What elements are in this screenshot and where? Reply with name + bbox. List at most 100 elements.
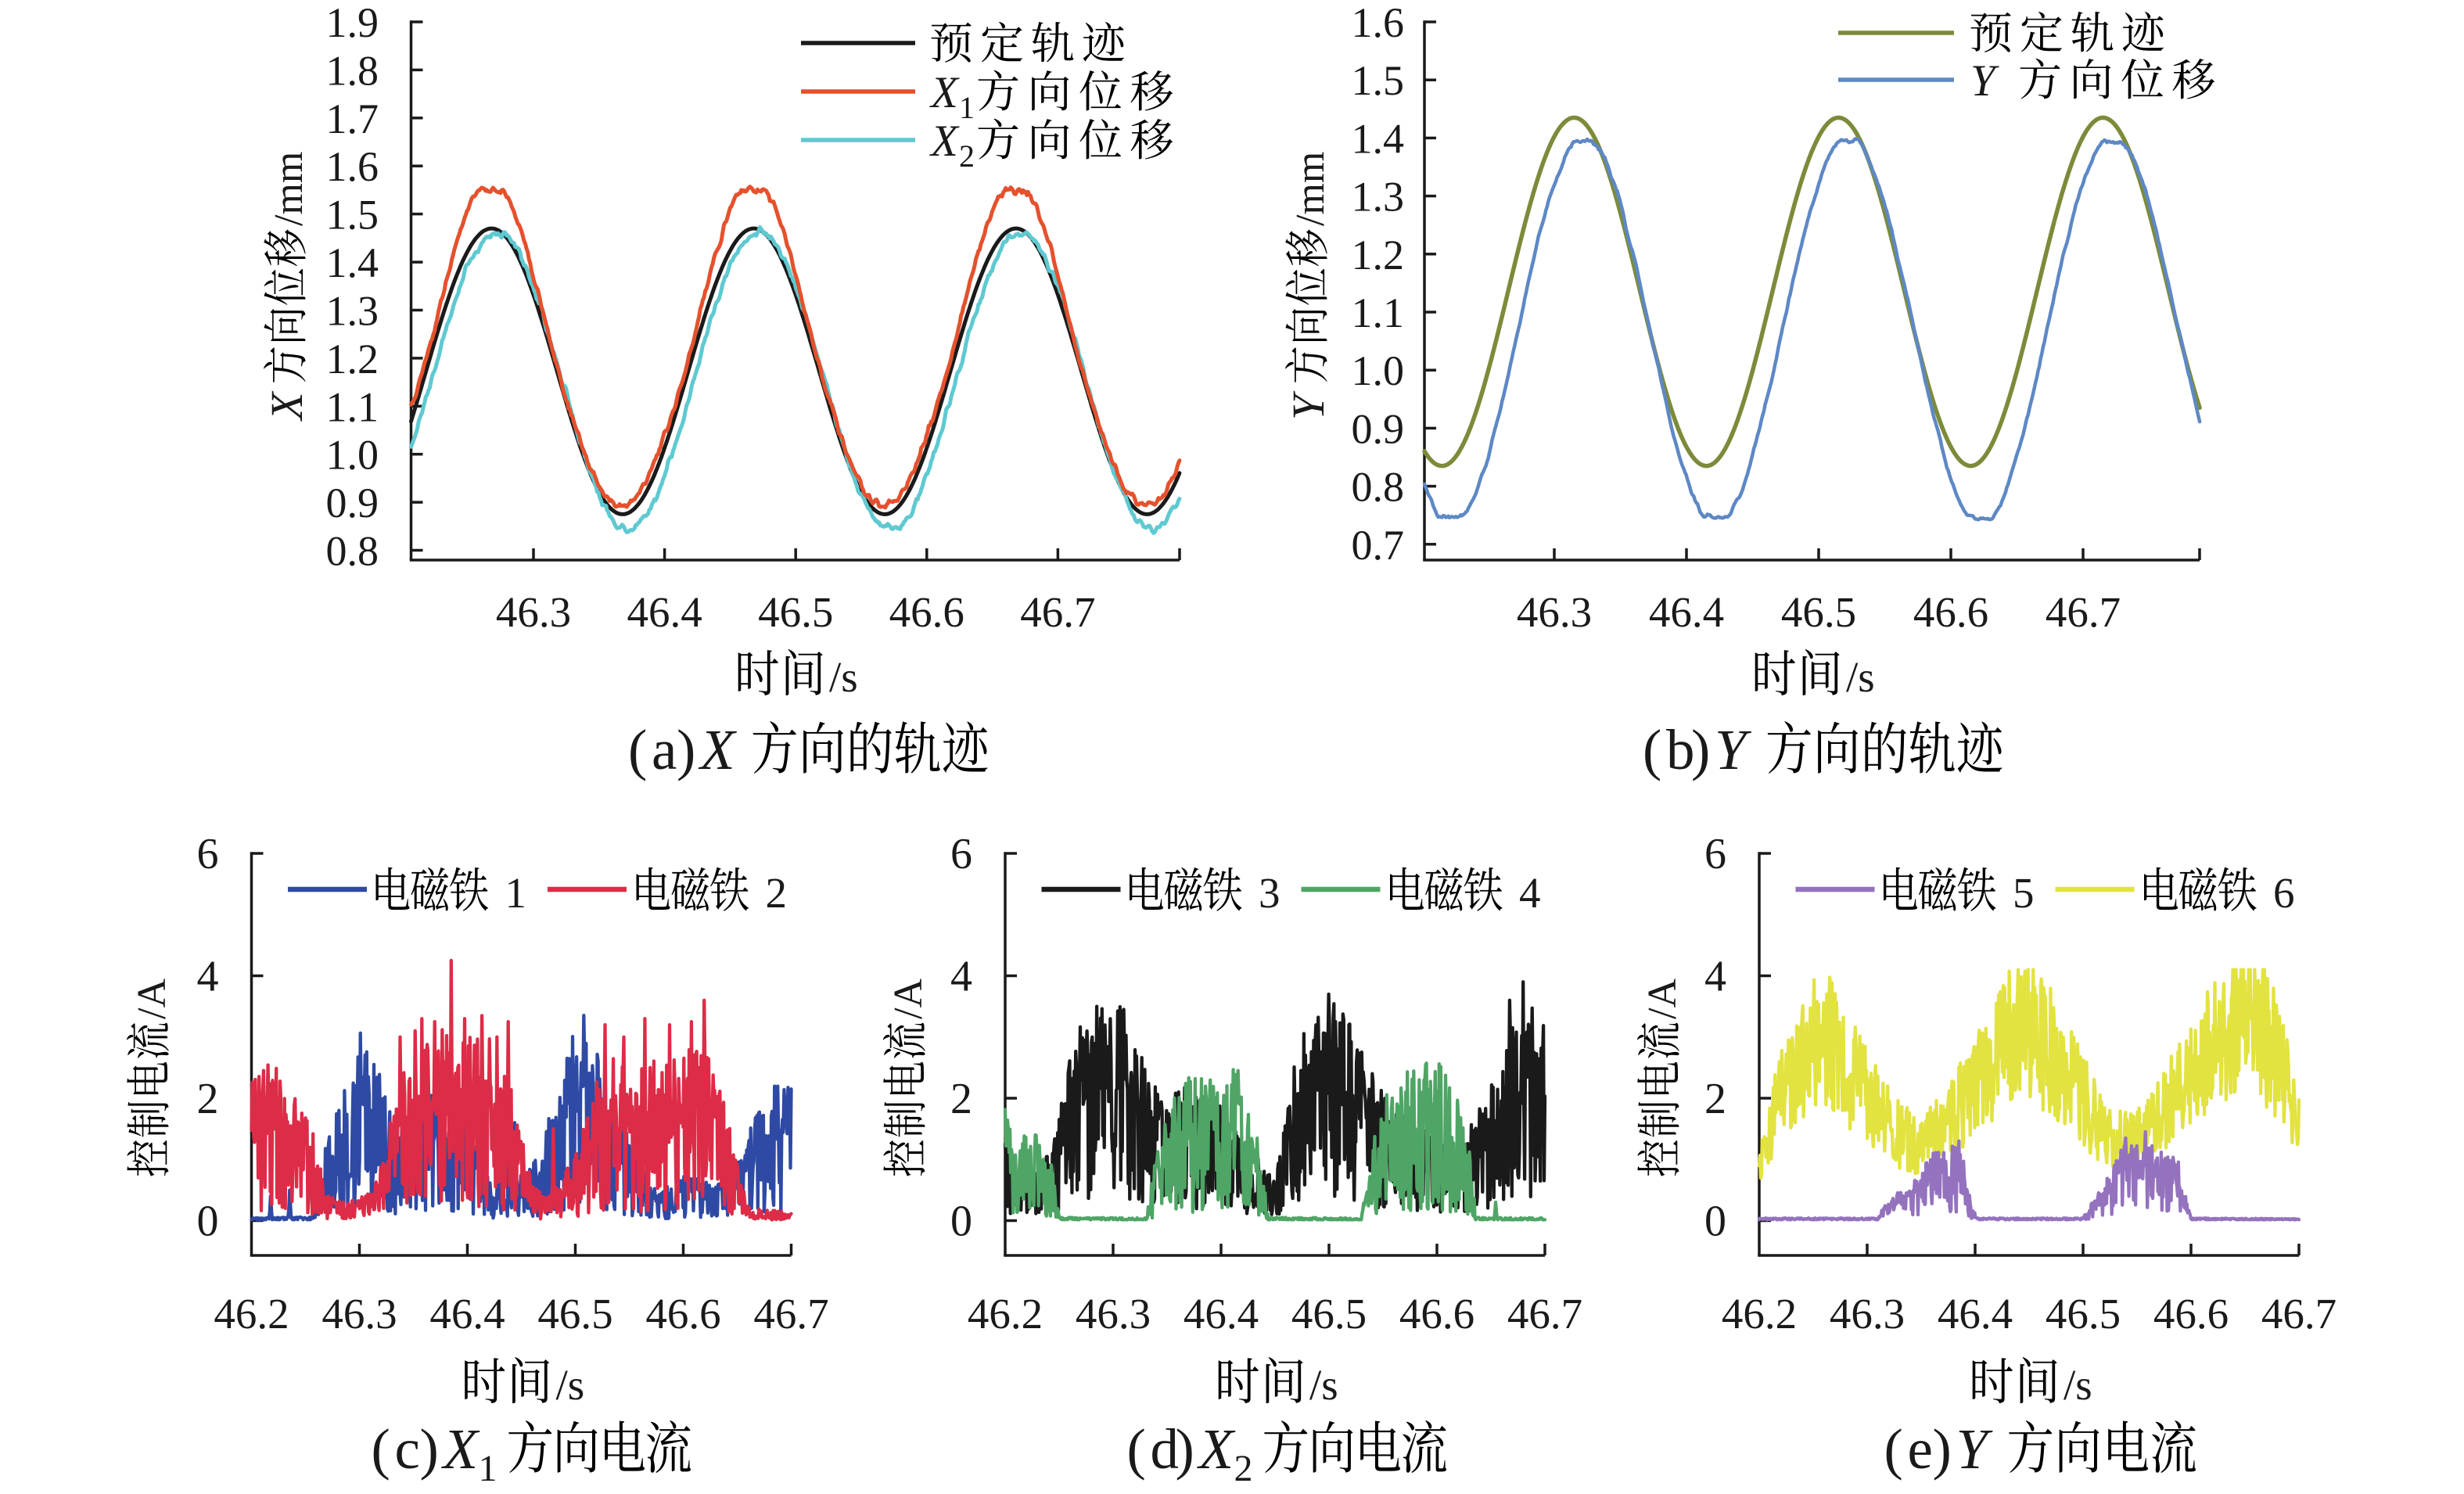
svg-text:1.0: 1.0 [1352,347,1405,394]
svg-text:46.7: 46.7 [1507,1290,1582,1338]
svg-text:0: 0 [950,1198,972,1246]
svg-text:0.9: 0.9 [326,479,379,526]
svg-text:/mm: /mm [1288,152,1333,226]
svg-text:1.3: 1.3 [326,288,379,335]
svg-text:(: ( [372,1417,390,1481]
svg-text:1: 1 [959,90,975,125]
svg-text:): ) [677,718,695,781]
svg-text:1: 1 [479,1448,497,1489]
svg-text:/A: /A [130,979,174,1019]
svg-text:X: X [441,1417,480,1481]
svg-text:a: a [652,718,677,781]
svg-text:2: 2 [1234,1448,1253,1489]
svg-text:46.6: 46.6 [889,588,964,636]
svg-text:46.5: 46.5 [537,1290,612,1338]
svg-text:(: ( [628,718,647,781]
svg-text:/A: /A [886,979,931,1019]
svg-text:1.0: 1.0 [326,432,379,479]
svg-text:(: ( [1884,1417,1903,1481]
svg-text:4: 4 [197,953,219,1001]
svg-text:6: 6 [2273,869,2295,917]
svg-text:(: ( [1127,1417,1146,1481]
svg-text:2: 2 [959,138,975,174]
svg-text:/s: /s [1846,653,1875,701]
svg-text:46.6: 46.6 [2153,1290,2229,1338]
svg-text:/s: /s [2064,1361,2092,1409]
svg-text:2: 2 [766,869,788,917]
svg-text:46.5: 46.5 [758,588,833,636]
svg-text:6: 6 [1704,830,1726,878]
svg-text:Y: Y [1970,56,1999,106]
svg-text:46.4: 46.4 [1649,588,1724,636]
svg-text:4: 4 [950,953,972,1001]
svg-text:1.5: 1.5 [1352,57,1405,104]
svg-text:6: 6 [950,830,972,878]
svg-text:/mm: /mm [267,152,311,226]
svg-text:0: 0 [197,1198,219,1246]
svg-text:46.4: 46.4 [1938,1290,2013,1338]
svg-text:5: 5 [2013,869,2035,917]
svg-text:3: 3 [1259,869,1280,917]
svg-text:2: 2 [197,1075,219,1123]
svg-text:0.8: 0.8 [326,528,379,575]
svg-text:46.4: 46.4 [1184,1290,1259,1338]
svg-text:e: e [1908,1417,1933,1481]
svg-text:): ) [420,1417,439,1481]
svg-text:): ) [1691,718,1710,781]
svg-text:X: X [929,117,960,166]
svg-text:46.7: 46.7 [753,1290,828,1338]
svg-text:/s: /s [1309,1361,1338,1409]
svg-text:46.3: 46.3 [1517,588,1592,636]
svg-text:1.6: 1.6 [326,143,379,190]
svg-text:1.4: 1.4 [1352,115,1405,162]
svg-text:46.5: 46.5 [1291,1290,1367,1338]
svg-text:1.3: 1.3 [1352,174,1405,221]
svg-text:Y: Y [1956,1417,1994,1481]
svg-text:4: 4 [1704,953,1726,1001]
svg-text:46.3: 46.3 [1076,1290,1151,1338]
svg-text:2: 2 [1704,1075,1726,1123]
svg-text:1.8: 1.8 [326,47,379,94]
svg-text:46.2: 46.2 [214,1290,289,1338]
svg-text:c: c [395,1417,420,1481]
svg-text:X: X [1197,1417,1236,1481]
svg-text:0.9: 0.9 [1352,405,1405,452]
svg-text:46.2: 46.2 [1722,1290,1797,1338]
svg-text:): ) [1176,1417,1194,1481]
svg-text:/A: /A [1640,979,1685,1019]
svg-text:46.6: 46.6 [1913,588,1988,636]
svg-text:1.6: 1.6 [1352,0,1405,46]
svg-text:46.4: 46.4 [627,588,702,636]
svg-text:d: d [1151,1417,1180,1481]
svg-text:46.7: 46.7 [2261,1290,2336,1338]
svg-text:2: 2 [950,1075,972,1123]
svg-text:X: X [261,390,312,422]
svg-text:46.3: 46.3 [1830,1290,1905,1338]
svg-text:b: b [1666,718,1695,781]
svg-text:1.7: 1.7 [326,95,379,142]
svg-text:1.1: 1.1 [326,383,379,430]
svg-text:46.6: 46.6 [645,1290,720,1338]
svg-text:1.4: 1.4 [326,239,379,286]
svg-text:): ) [1933,1417,1952,1481]
svg-text:46.7: 46.7 [2046,588,2121,636]
svg-text:46.6: 46.6 [1399,1290,1474,1338]
svg-text:46.2: 46.2 [968,1290,1043,1338]
svg-text:46.5: 46.5 [2046,1290,2121,1338]
svg-text:46.3: 46.3 [321,1290,397,1338]
svg-text:0.8: 0.8 [1352,464,1405,511]
svg-text:4: 4 [1519,869,1541,917]
svg-text:1.2: 1.2 [326,336,379,382]
svg-text:/s: /s [829,653,858,701]
svg-text:Y: Y [1283,390,1334,420]
svg-text:1.5: 1.5 [326,192,379,239]
svg-text:(: ( [1643,718,1661,781]
svg-text:X: X [698,718,737,781]
svg-text:46.4: 46.4 [429,1290,505,1338]
svg-text:1.1: 1.1 [1352,289,1405,336]
svg-text:/s: /s [556,1361,585,1409]
svg-text:46.3: 46.3 [496,588,571,636]
svg-text:1.9: 1.9 [326,0,379,46]
svg-text:X: X [929,68,960,117]
svg-text:46.7: 46.7 [1020,588,1095,636]
